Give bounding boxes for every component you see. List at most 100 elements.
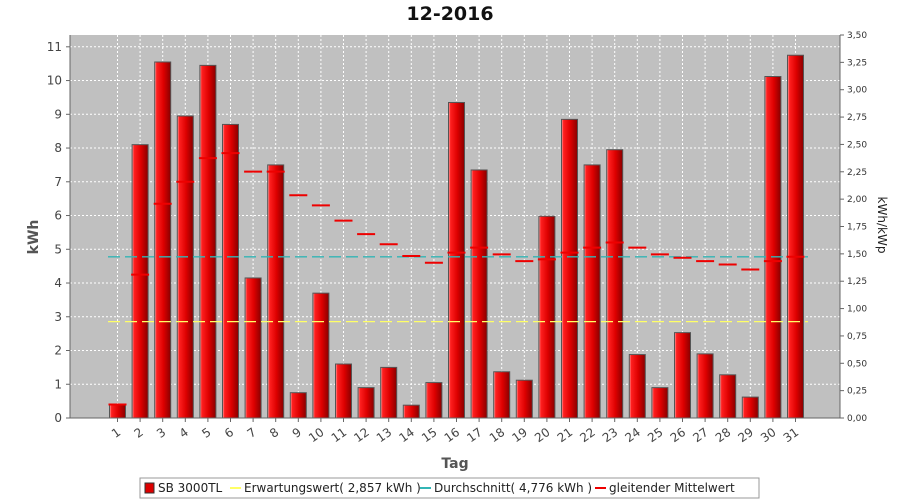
bar-day-11 xyxy=(335,363,352,419)
legend-swatch-bar xyxy=(144,482,155,494)
bar-day-28 xyxy=(719,374,737,419)
x-tick-label-day-22: 22 xyxy=(577,425,598,445)
bar-day-1 xyxy=(109,404,126,419)
x-tick-label-day-9: 9 xyxy=(290,425,304,441)
y-tick-label: 11 xyxy=(47,40,62,54)
bar-day-27 xyxy=(696,353,714,419)
y-right-tick-label: 3,25 xyxy=(847,58,867,68)
y-right-tick-label: 1,50 xyxy=(847,250,867,260)
y-right-tick-label: 2,75 xyxy=(847,113,867,123)
bar-day-18 xyxy=(493,371,511,419)
y-tick-label: 10 xyxy=(47,74,62,88)
bar-day-15 xyxy=(425,382,443,419)
y-axis-right-title: kWh/kWp xyxy=(875,197,889,254)
y-axis-right: 0,00 0,25 0,50 0,75 1,00 1,25 1,50 1,75 2,00 2,25… xyxy=(839,31,867,424)
y-right-tick-label: 0,75 xyxy=(847,332,867,342)
legend-box xyxy=(139,477,760,499)
bar-day-23 xyxy=(606,149,624,419)
x-tick-label-day-2: 2 xyxy=(132,425,146,441)
y-right-tick-label: 1,00 xyxy=(847,305,867,315)
y-tick-label: 9 xyxy=(54,107,62,121)
x-tick-label-day-11: 11 xyxy=(329,425,350,445)
bar-day-7 xyxy=(244,277,262,419)
bar-day-31 xyxy=(787,54,804,419)
legend-label: Durchschnitt( 4,776 kWh ) xyxy=(434,481,592,495)
y-axis-left: 0 1 2 3 4 5 6 7 8 9 10 11 xyxy=(47,35,71,425)
y-right-tick-label: 3,00 xyxy=(847,86,867,96)
y-right-tick-label: 0,25 xyxy=(847,387,867,397)
legend-label: SB 3000TL xyxy=(158,481,223,495)
bar-day-19 xyxy=(515,379,533,419)
x-tick-label-day-14: 14 xyxy=(396,425,417,445)
x-tick-label-day-29: 29 xyxy=(735,425,756,445)
y-right-tick-label: 1,75 xyxy=(847,223,867,233)
y-right-tick-label: 1,25 xyxy=(847,277,867,287)
x-tick-label-day-27: 27 xyxy=(690,425,711,445)
x-axis: 1 2 3 4 5 6 7 8 9 10 11 12 13 14 15 16 17 18 19 20 21 22 23 24 2… xyxy=(70,417,840,445)
x-axis-title: Tag xyxy=(441,456,468,472)
bar-day-5 xyxy=(199,64,217,419)
x-tick-label-day-4: 4 xyxy=(177,425,191,441)
bar-day-9 xyxy=(289,392,307,419)
x-tick-label-day-1: 1 xyxy=(109,425,123,441)
x-tick-label-day-28: 28 xyxy=(713,425,734,445)
y-right-tick-label: 2,25 xyxy=(847,168,867,178)
bar-day-24 xyxy=(628,354,646,419)
x-tick-label-day-30: 30 xyxy=(758,425,779,445)
legend: SB 3000TL Erwartungswert( 2,857 kWh ) Durc… xyxy=(139,477,760,499)
x-tick-label-day-7: 7 xyxy=(245,425,259,441)
bar-day-25 xyxy=(651,387,669,419)
x-tick-label-day-23: 23 xyxy=(600,425,621,445)
x-tick-label-day-21: 21 xyxy=(555,425,576,445)
y-right-tick-label: 2,50 xyxy=(847,140,867,150)
x-tick-label-day-3: 3 xyxy=(154,425,168,441)
x-tick-label-day-17: 17 xyxy=(464,425,485,445)
bar-day-20 xyxy=(538,215,556,419)
bar-day-17 xyxy=(470,169,488,419)
bar-day-13 xyxy=(380,366,398,419)
bar-day-2 xyxy=(131,144,149,419)
y-tick-label: 4 xyxy=(54,276,62,290)
y-tick-label: 3 xyxy=(54,310,62,324)
x-tick-label-day-16: 16 xyxy=(442,425,463,445)
x-tick-label-day-12: 12 xyxy=(351,425,372,445)
moving-average-markers xyxy=(108,152,805,406)
x-tick-label-day-15: 15 xyxy=(419,425,440,445)
y-tick-label: 5 xyxy=(54,242,62,256)
x-tick-label-day-13: 13 xyxy=(374,425,395,445)
x-tick-label-day-6: 6 xyxy=(222,425,236,441)
y-tick-label: 0 xyxy=(54,411,62,425)
x-tick-label-day-20: 20 xyxy=(532,425,553,445)
y-tick-label: 8 xyxy=(54,141,62,155)
y-tick-label: 1 xyxy=(54,377,62,391)
x-tick-label-day-19: 19 xyxy=(509,425,530,445)
bar-day-29 xyxy=(741,396,759,419)
y-tick-label: 7 xyxy=(54,175,62,189)
x-tick-label-day-8: 8 xyxy=(267,425,281,441)
bar-day-22 xyxy=(583,164,601,419)
y-axis-title: kWh xyxy=(26,220,42,255)
bar-day-16 xyxy=(448,101,465,419)
legend-label: gleitender Mittelwert xyxy=(609,481,735,495)
x-tick-label-day-26: 26 xyxy=(668,425,689,445)
x-tick-label-day-24: 24 xyxy=(622,425,643,445)
y-tick-label: 6 xyxy=(54,209,62,223)
bar-day-3 xyxy=(154,61,172,419)
chart-title: 12-2016 xyxy=(406,3,493,25)
x-tick-label-day-25: 25 xyxy=(645,425,666,445)
y-right-tick-label: 0,00 xyxy=(847,414,867,424)
y-tick-label: 2 xyxy=(54,344,62,358)
bar-day-10 xyxy=(312,292,330,419)
bar-day-26 xyxy=(674,332,691,419)
y-right-tick-label: 2,00 xyxy=(847,195,867,205)
x-tick-label-day-18: 18 xyxy=(487,425,508,445)
y-right-tick-label: 3,50 xyxy=(847,31,867,41)
x-tick-label-day-31: 31 xyxy=(781,425,802,445)
y-right-tick-label: 0,50 xyxy=(847,359,867,369)
bar-day-21 xyxy=(561,118,578,419)
bar-day-30 xyxy=(764,76,782,419)
bar-day-4 xyxy=(176,115,194,419)
x-tick-label-day-10: 10 xyxy=(306,425,327,445)
bar-day-14 xyxy=(402,404,420,419)
